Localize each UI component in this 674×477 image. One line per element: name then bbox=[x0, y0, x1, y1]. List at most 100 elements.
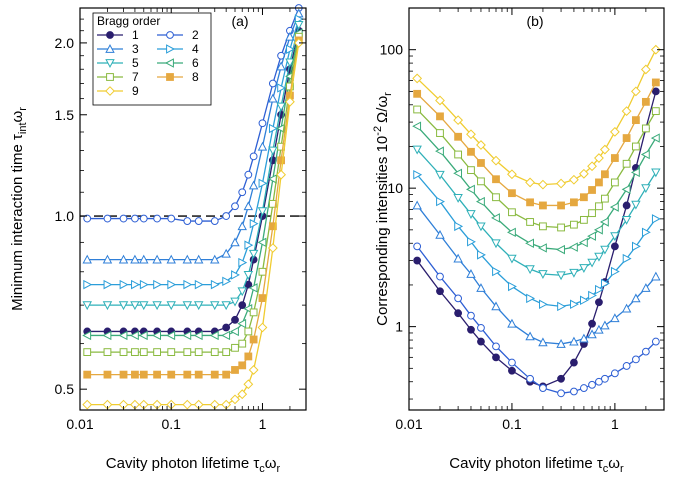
panel-b-series-3-point bbox=[466, 269, 476, 278]
panel-a-series-7-point bbox=[244, 327, 253, 336]
panel-b-series-3-point bbox=[651, 271, 661, 281]
panel-b-series-9-line bbox=[416, 49, 657, 186]
panel-a-series-5-point bbox=[152, 301, 162, 311]
panel-b-series-3-point bbox=[453, 253, 463, 263]
panel-a-series-8-point bbox=[268, 222, 277, 231]
panel-a-y-tick-label: 2.0 bbox=[55, 35, 75, 51]
panel-b-series-9-point bbox=[630, 86, 641, 97]
panel-a-legend: Bragg order 1 2 3 4 5 6 7 8 9 bbox=[92, 12, 212, 106]
panel-b-series-5-point bbox=[538, 270, 548, 279]
panel-b-series-4-point bbox=[622, 253, 632, 264]
panel-a-series-8-point bbox=[258, 294, 267, 302]
panel-a-series-3-point bbox=[257, 141, 268, 151]
panel-b-series-3-point bbox=[491, 301, 501, 311]
legend-label: 8 bbox=[192, 70, 199, 84]
panel-b-series-3-point bbox=[435, 229, 445, 239]
panel-b-series-4-point bbox=[588, 290, 598, 301]
panel-b-series-8-point bbox=[651, 78, 660, 87]
panel-a-series-4 bbox=[83, 14, 304, 290]
panel-a-y-tick-label: 1.5 bbox=[55, 107, 75, 123]
panel-a-series-4-point bbox=[210, 279, 220, 290]
legend-swatch-marker bbox=[165, 58, 174, 68]
panel-a-series-5 bbox=[82, 20, 304, 311]
panel-a-series-5-point bbox=[82, 301, 92, 311]
legend-swatch-marker bbox=[105, 86, 115, 96]
panel-b-series-5-point bbox=[651, 168, 661, 178]
panel-b-series-7-point bbox=[508, 208, 516, 217]
panel-b-series-7-point bbox=[539, 222, 547, 231]
panel-a-series-4-point bbox=[244, 240, 254, 250]
legend-item-2: 2 bbox=[157, 28, 199, 42]
panel-a-series-5-point bbox=[268, 146, 278, 156]
panel-b-series-2-line bbox=[416, 245, 657, 394]
panel-a-series-2-point bbox=[167, 214, 176, 223]
panel-b-series-7-point bbox=[454, 150, 463, 159]
panel-b-series-5-point bbox=[491, 239, 501, 249]
panel-a-series-6-point bbox=[166, 330, 176, 341]
panel-a-series-4-point bbox=[194, 279, 204, 290]
panel-b-series-9-point bbox=[453, 115, 464, 126]
panel-b-series-7-point bbox=[588, 209, 596, 218]
panel-b-series-4-point bbox=[454, 221, 464, 232]
panel-a-series-4-point bbox=[222, 276, 232, 287]
panel-b-series-7-point bbox=[631, 142, 640, 151]
panel-a-series-6-point bbox=[193, 330, 203, 341]
panel-a-series-4-point bbox=[238, 257, 248, 268]
panel-b-series-3-point bbox=[610, 313, 620, 323]
legend-swatch-marker bbox=[166, 73, 174, 81]
legend-item-7: 7 bbox=[97, 70, 139, 84]
panel-a-x-tick-label: 0.01 bbox=[66, 416, 93, 432]
panel-a-series-8-point bbox=[119, 370, 128, 379]
panel-a-series-7 bbox=[83, 32, 303, 357]
panel-b-series-2-point bbox=[570, 387, 578, 396]
panel-a-series-3 bbox=[82, 8, 304, 264]
panel-a-series-7-point bbox=[103, 348, 112, 357]
panel-a-series-6-point bbox=[82, 330, 92, 341]
panel-a-series-9-point bbox=[248, 365, 259, 375]
panel-a-series-7-point bbox=[153, 348, 162, 357]
panel-a-series-7-point bbox=[131, 348, 139, 357]
panel-a-series-8 bbox=[83, 36, 303, 379]
legend-swatch-marker bbox=[105, 59, 115, 68]
panel-b-series-9 bbox=[412, 44, 661, 190]
panel-b-series-4-point bbox=[570, 299, 579, 310]
legend-label: 2 bbox=[192, 28, 199, 42]
panel-b-series-3-point bbox=[538, 337, 548, 347]
panel-a-series-4-point bbox=[103, 279, 113, 290]
panel-b-series-6-point bbox=[609, 202, 619, 212]
panel-a-series-3-point bbox=[130, 254, 140, 264]
panel-a-series-8-point bbox=[183, 370, 192, 379]
panel-a-series-5-point bbox=[257, 207, 268, 217]
panel-a-series-8-point bbox=[277, 156, 285, 165]
panel-b-series-6-point bbox=[630, 167, 640, 178]
panel-b-series-4-point bbox=[413, 170, 423, 180]
panel-b-series-1-point bbox=[595, 298, 603, 307]
panel-a-series-8-point bbox=[194, 370, 203, 379]
panel-b-label: (b) bbox=[526, 13, 543, 29]
panel-b-x-tick-label: 0.1 bbox=[502, 416, 522, 432]
panel-b-series-2-point bbox=[467, 311, 475, 320]
panel-b-series-6-point bbox=[491, 213, 500, 223]
panel-a-series-9-point bbox=[285, 96, 295, 107]
panel-b-series-7-point bbox=[492, 193, 500, 202]
panel-b-series-7-point bbox=[579, 215, 588, 224]
panel-b-series-2-point bbox=[579, 384, 588, 392]
panel-b-series-1-line bbox=[416, 91, 657, 388]
panel-a-series-7-point bbox=[194, 348, 203, 357]
panel-b-series-6-point bbox=[453, 168, 463, 179]
panel-a-series-4-point bbox=[153, 279, 163, 290]
panel-a-series-3-point bbox=[237, 221, 247, 231]
panel-b-series-8-point bbox=[641, 97, 650, 106]
legend-item-4: 4 bbox=[157, 42, 199, 56]
panel-b-series-4-point bbox=[557, 301, 567, 312]
panel-b-series-8-point bbox=[526, 198, 534, 207]
panel-a-series-8-point bbox=[244, 352, 253, 361]
panel-a-series-7-point bbox=[167, 348, 176, 357]
panel-b-series-4-point bbox=[477, 250, 486, 260]
legend-label: 7 bbox=[132, 70, 139, 84]
panel-b-series-3-point bbox=[641, 283, 651, 292]
panel-b-series-4-point bbox=[492, 266, 501, 277]
legend-label: 1 bbox=[132, 28, 139, 42]
panel-a-series-6-point bbox=[230, 326, 239, 337]
panel-a-series-2-point bbox=[103, 214, 112, 223]
